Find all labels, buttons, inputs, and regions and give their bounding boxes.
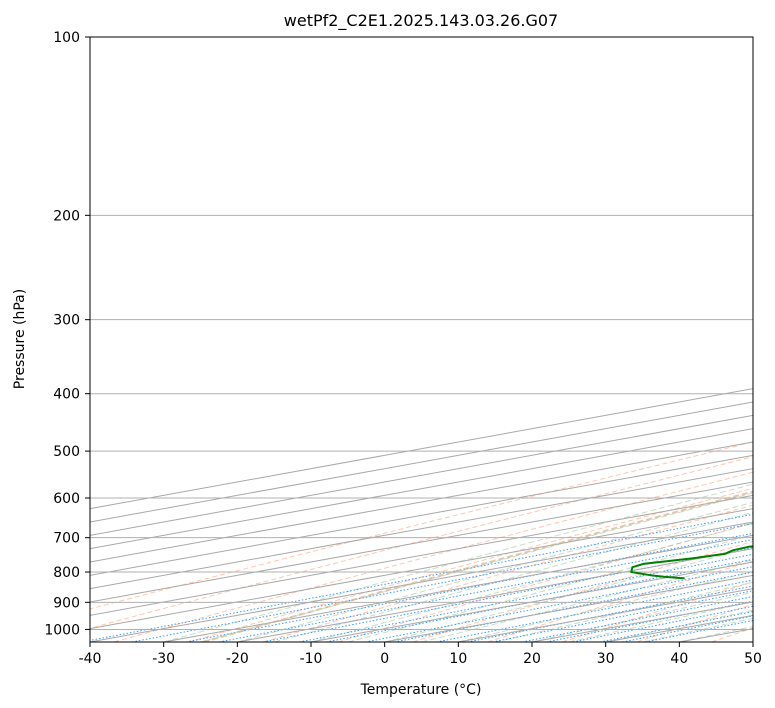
mixing-ratio-line bbox=[218, 538, 753, 642]
y-tick-label: 1000 bbox=[44, 622, 80, 638]
x-tick-label: -20 bbox=[226, 651, 249, 667]
isotherm-line bbox=[90, 441, 753, 563]
moist-adiabat bbox=[384, 546, 753, 642]
x-tick-label: 20 bbox=[523, 651, 541, 667]
background-lines bbox=[90, 37, 753, 642]
moist-adiabat bbox=[568, 600, 753, 642]
isotherm-line bbox=[90, 521, 753, 642]
moist-adiabat bbox=[163, 483, 753, 642]
isotherm-line bbox=[90, 454, 753, 576]
dry-adiabat bbox=[113, 471, 753, 642]
isotherm-line bbox=[458, 588, 753, 642]
dry-adiabat bbox=[562, 581, 753, 642]
mixing-ratio-line bbox=[262, 546, 753, 642]
y-tick-label: 900 bbox=[53, 595, 80, 611]
dry-adiabat bbox=[90, 456, 753, 629]
data-lines bbox=[630, 545, 753, 580]
mixing-ratio-line bbox=[492, 590, 753, 642]
x-tick-label: 0 bbox=[380, 651, 389, 667]
isotherm-line bbox=[90, 401, 753, 523]
mixing-ratio-line bbox=[90, 513, 753, 641]
isotherm-line bbox=[90, 414, 753, 536]
moist-adiabat bbox=[421, 559, 753, 642]
y-tick-label: 400 bbox=[53, 387, 80, 403]
x-tick-label: 10 bbox=[449, 651, 467, 667]
isotherm-line bbox=[163, 534, 753, 642]
moist-adiabat bbox=[274, 511, 753, 642]
y-tick-label: 500 bbox=[53, 444, 80, 460]
isotherm-line bbox=[90, 428, 753, 550]
isotherm-line bbox=[90, 508, 753, 630]
mixing-ratio-line bbox=[185, 532, 753, 642]
x-tick-label: 50 bbox=[744, 651, 762, 667]
x-tick-label: -30 bbox=[152, 651, 175, 667]
x-axis-label: Temperature (°C) bbox=[360, 682, 482, 698]
isotherm-line bbox=[752, 641, 753, 642]
y-tick-label: 600 bbox=[53, 491, 80, 507]
y-tick-label: 800 bbox=[53, 565, 80, 581]
dry-adiabat bbox=[263, 504, 753, 642]
x-tick-label: -40 bbox=[79, 651, 102, 667]
mixing-ratio-line bbox=[299, 553, 753, 642]
x-axis: -40 -30 -20 -10 0 10 20 30 40 50 bbox=[79, 642, 762, 667]
dewpoint-profile-line bbox=[630, 545, 753, 580]
dry-adiabat bbox=[90, 441, 753, 610]
moist-adiabat bbox=[531, 591, 753, 642]
x-tick-label: -10 bbox=[300, 651, 323, 667]
mixing-ratio-line bbox=[326, 558, 753, 642]
mixing-ratio-line bbox=[365, 566, 753, 642]
isotherm-line bbox=[90, 494, 753, 616]
mixing-ratio-line bbox=[522, 595, 753, 642]
mixing-ratio-line bbox=[131, 522, 753, 642]
y-tick-label: 200 bbox=[53, 208, 80, 224]
y-tick-label: 700 bbox=[53, 531, 80, 547]
y-tick-label: 100 bbox=[53, 30, 80, 46]
isotherm-line bbox=[237, 548, 753, 642]
chart-title: wetPf2_C2E1.2025.143.03.26.G07 bbox=[284, 11, 558, 31]
moist-adiabat bbox=[237, 501, 753, 642]
x-tick-label: 40 bbox=[670, 651, 688, 667]
moist-adiabat bbox=[347, 534, 753, 642]
y-axis: 100 200 300 400 500 600 700 800 900 1000 bbox=[44, 30, 90, 638]
isotherm-line bbox=[90, 468, 753, 590]
y-axis-label: Pressure (hPa) bbox=[12, 289, 28, 389]
isotherm-line bbox=[90, 388, 753, 510]
moist-adiabat bbox=[200, 492, 753, 642]
moist-adiabat bbox=[458, 570, 753, 642]
mixing-ratio-line bbox=[622, 615, 753, 642]
y-tick-label: 300 bbox=[53, 313, 80, 329]
plot-frame bbox=[89, 36, 754, 643]
x-tick-label: 30 bbox=[597, 651, 615, 667]
isotherm-line bbox=[90, 481, 753, 603]
reference-curve bbox=[203, 490, 753, 642]
